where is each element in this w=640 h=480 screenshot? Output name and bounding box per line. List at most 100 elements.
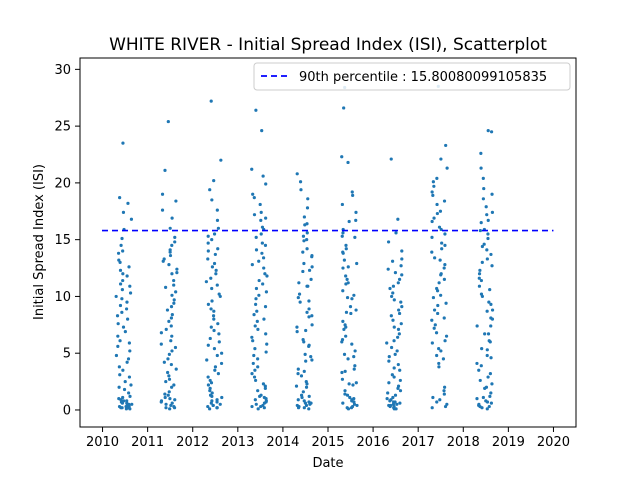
data-point [482,242,486,246]
data-point [120,297,124,301]
data-point [486,375,490,379]
data-point [386,240,391,244]
data-point [307,268,312,272]
data-point [173,240,177,244]
data-point [206,343,210,347]
data-point [298,180,303,184]
data-point [355,403,359,408]
data-point [259,232,263,236]
data-point [398,368,402,372]
data-point [481,395,485,400]
data-point [163,395,167,400]
data-point [168,248,172,252]
data-point [477,276,481,280]
data-point [348,395,352,400]
data-point [487,300,491,304]
data-point [296,367,300,371]
data-point [168,407,172,411]
chart-title: WHITE RIVER - Initial Spread Index (ISI)… [109,35,547,55]
data-point [485,353,489,358]
data-point [488,288,492,292]
data-point [432,308,437,312]
data-point [398,401,402,405]
data-point [484,205,488,209]
data-point [394,231,398,235]
data-point [478,404,482,409]
data-point [481,197,485,201]
data-point [390,345,394,350]
data-point [341,401,345,405]
data-point [307,307,311,311]
data-point [258,394,262,398]
data-point [118,196,122,200]
data-point [301,250,305,254]
data-point [307,315,311,319]
data-point [213,252,217,257]
data-point [168,226,172,230]
data-point [119,243,123,247]
data-point [166,119,170,124]
data-point [264,216,268,220]
data-point [173,398,177,402]
data-point [490,264,494,268]
data-point [430,190,434,194]
data-point [443,404,448,409]
data-point [434,331,439,335]
data-point [386,391,390,395]
data-point [396,362,400,367]
data-point [354,210,358,215]
data-point [443,232,447,236]
data-point [305,206,310,210]
data-point [389,403,393,408]
data-point [209,325,213,329]
data-point [340,155,344,159]
data-point [306,284,310,288]
data-point [206,257,210,261]
data-point [121,325,126,329]
data-point [174,290,178,294]
data-point [304,359,308,363]
x-tick-label: 2013 [221,435,254,450]
data-point [256,407,260,411]
data-point [215,208,219,212]
data-point [173,235,177,239]
data-point [129,217,134,221]
data-point [121,141,125,145]
data-point [437,361,441,366]
data-point [122,387,127,392]
data-point [310,314,314,318]
data-point [480,294,484,299]
data-point [347,219,351,224]
data-point [353,364,357,368]
data-point [390,259,395,263]
data-point [433,256,437,260]
data-point [128,291,133,295]
data-point [263,384,267,388]
data-point [123,379,127,384]
data-point [305,382,309,386]
data-point [126,357,131,361]
data-point [346,160,350,165]
data-point [213,365,218,369]
data-point [443,339,447,343]
data-point [118,268,123,272]
data-point [114,294,118,299]
data-point [262,406,266,410]
data-point [342,258,346,262]
data-point [262,401,267,405]
data-point [121,249,125,253]
data-point [296,372,300,376]
data-point [161,259,165,263]
data-point [170,401,174,405]
data-point [441,357,446,361]
data-point [206,249,210,253]
data-point [437,281,441,285]
data-point [261,403,265,408]
data-point [489,401,493,405]
data-point [396,217,400,221]
data-point [305,222,309,226]
data-point [217,292,221,296]
data-point [490,382,494,386]
data-point [393,270,398,275]
data-point [487,404,491,409]
